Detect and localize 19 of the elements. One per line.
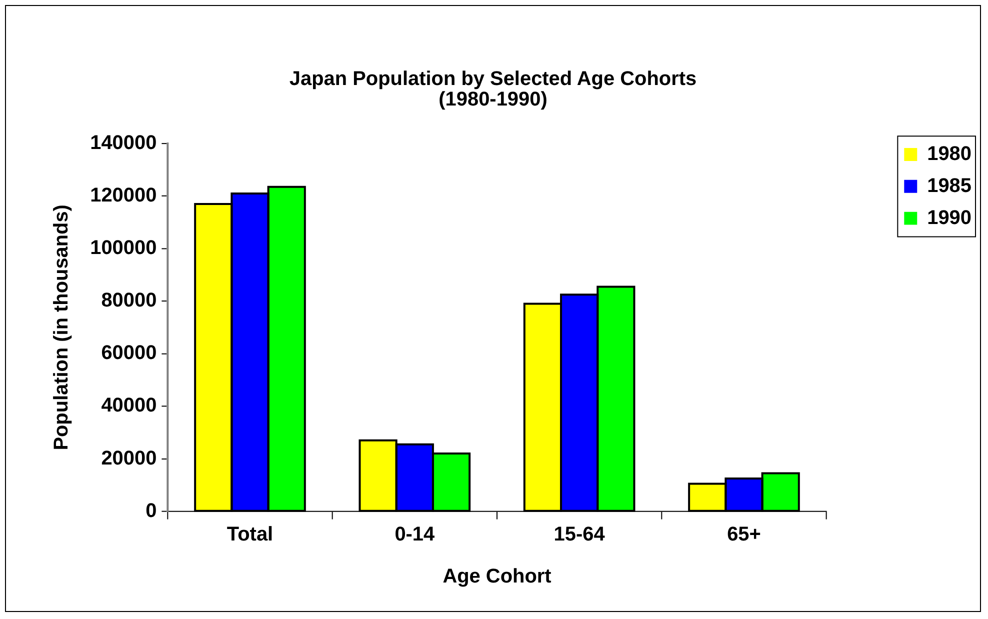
y-tick-label: 100000 (90, 237, 157, 260)
y-tick-label: 80000 (101, 290, 157, 312)
y-tick-label: 140000 (90, 132, 157, 154)
x-axis-title: Age Cohort (442, 566, 552, 588)
chart-title: Japan Population by Selected Age Cohorts (289, 68, 697, 90)
y-tick-label: 20000 (101, 447, 157, 470)
x-tick-label: Total (226, 524, 274, 546)
x-tick-label: 65+ (727, 524, 761, 546)
y-tick-label: 40000 (101, 394, 157, 417)
y-tick-label: 0 (146, 500, 157, 522)
y-tick-label: 60000 (101, 342, 157, 364)
legend-label: 1990 (927, 206, 972, 229)
legend-label: 1985 (927, 174, 972, 197)
y-tick-label: 120000 (90, 184, 157, 207)
chart-subtitle: (1980-1990) (438, 88, 548, 111)
y-axis-title: Population (in thousands) (50, 204, 72, 450)
legend-label: 1980 (927, 143, 972, 166)
x-tick-label: 15-64 (554, 524, 605, 546)
x-tick-label: 0-14 (394, 524, 435, 546)
